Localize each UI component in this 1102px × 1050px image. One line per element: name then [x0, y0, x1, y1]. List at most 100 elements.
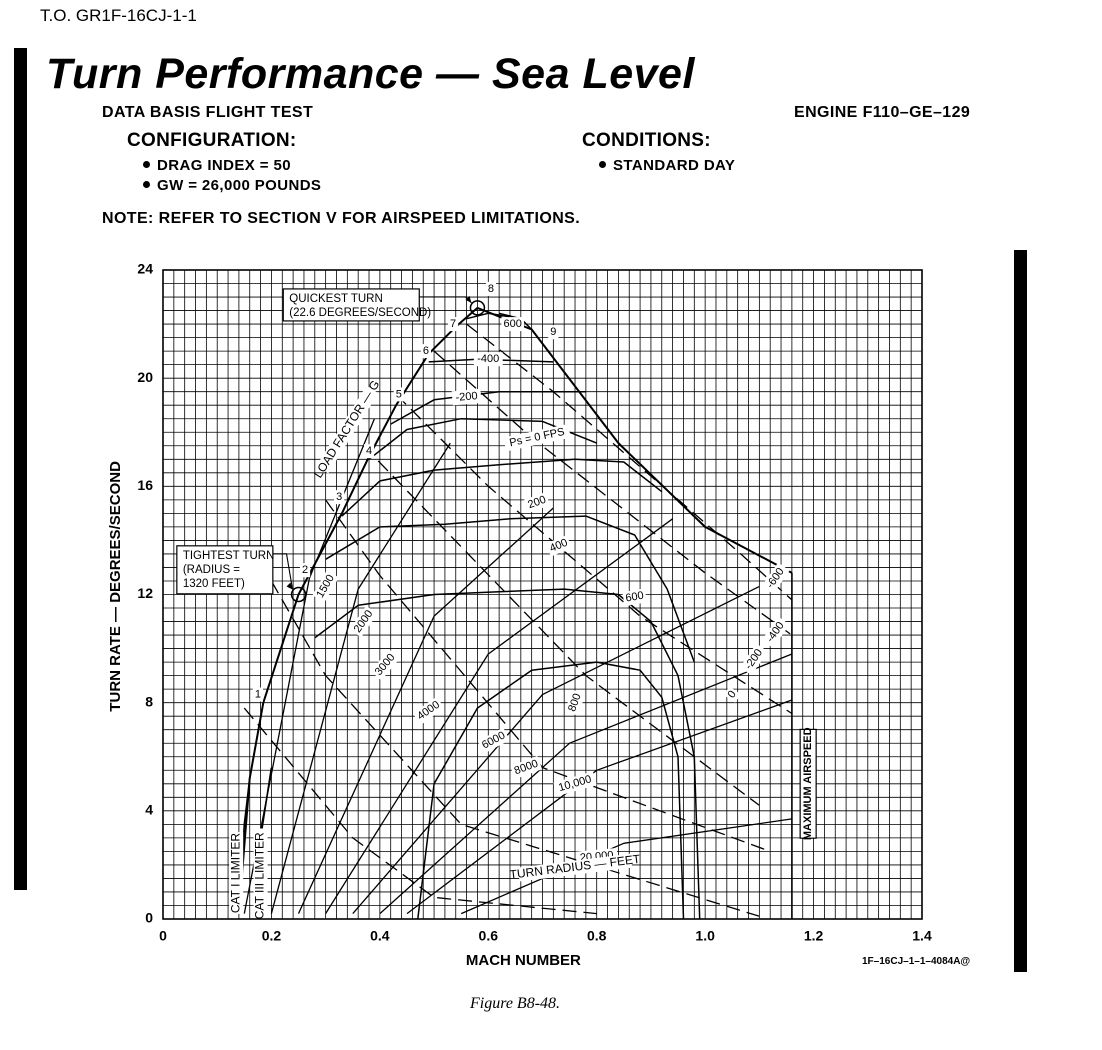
turn-radius-line [297, 507, 554, 914]
y-tick-label: 0 [145, 910, 153, 926]
x-tick-label: 1.4 [912, 928, 932, 944]
conditions-heading: CONDITIONS: [582, 130, 711, 151]
curve-label-background [485, 281, 497, 296]
condition-item-standard-day: STANDARD DAY [599, 157, 735, 174]
curve-label: 600 [504, 318, 522, 330]
y-tick-label: 8 [145, 693, 153, 709]
curve-label: 2 [302, 564, 308, 576]
curve-label-background [545, 535, 572, 557]
load-factor-axis-label: LOAD FACTOR — G [311, 378, 382, 481]
x-tick-label: 0 [159, 928, 167, 944]
left-margin-bar [14, 48, 27, 890]
annotation-text: (22.6 DEGREES/SECOND) [289, 307, 431, 319]
annotation-point-marker [469, 300, 486, 316]
condition-item-text: STANDARD DAY [613, 157, 736, 174]
data-basis: DATA BASIS FLIGHT TEST [102, 104, 314, 121]
max-airspeed-box [799, 728, 817, 839]
x-tick-label: 0.8 [587, 928, 607, 944]
y-tick-label: 4 [145, 802, 153, 818]
limiter-label: CAT III LIMITER [253, 832, 267, 919]
curve-label: 200 [526, 494, 547, 512]
curve-label-background [349, 605, 378, 638]
curve-label: -400 [477, 353, 499, 365]
dashed-constant-line [395, 393, 793, 715]
curve-label-background [761, 616, 790, 649]
curve-label-background [564, 689, 586, 716]
chart-annotations: QUICKEST TURN (22.6 DEGREES/SECOND) TIGHTE… [176, 288, 486, 603]
dashed-constant-line [270, 580, 760, 917]
curve-label-background [739, 643, 768, 676]
figure-code: 1F–16CJ–1–1–4084A@ [862, 956, 971, 967]
plot-frame [162, 269, 923, 920]
x-tick-label: 1.2 [804, 928, 824, 944]
annotation-point-marker [290, 586, 307, 603]
turn-radius-line [270, 442, 451, 914]
curve-label-background [447, 317, 459, 332]
curve-label-background [412, 696, 445, 725]
dashed-constant-line [466, 323, 793, 601]
page-title: Turn Performance — Sea Level [46, 50, 695, 98]
x-tick-label: 1.0 [695, 928, 715, 944]
curve-label-background [510, 756, 543, 780]
x-tick-label: 0.4 [370, 928, 390, 944]
dashed-constant-line [363, 445, 760, 806]
configuration-heading: CONFIGURATION: [127, 130, 297, 151]
turn-radius-line [325, 518, 673, 914]
curve-label: 8 [488, 283, 494, 295]
bullet-icon [143, 160, 150, 168]
bullet-icon [143, 180, 150, 188]
curve-label-background [524, 492, 551, 514]
curve-label: 800 [566, 692, 584, 713]
curve-label-background [501, 317, 524, 332]
curve-label-background [477, 727, 510, 754]
chart-curves [237, 306, 793, 920]
limiter-label-background [229, 832, 244, 914]
load-factor-segment [427, 326, 457, 355]
curve-label-background [252, 687, 263, 702]
x-tick-label: 0.6 [479, 928, 499, 944]
limiter-label: CAT I LIMITER [228, 833, 242, 914]
annotation-leader-line [419, 296, 472, 304]
annotation-leader-line [272, 553, 294, 590]
curve-label-background [363, 444, 375, 459]
config-item-text: GW = 26,000 POUNDS [157, 177, 322, 194]
curve-label: 3 [336, 491, 342, 503]
document-id: T.O. GR1F-16CJ-1-1 [40, 6, 197, 25]
ps-curve [314, 588, 701, 920]
max-airspeed-label: MAXIMUM AIRSPEED [802, 727, 814, 840]
annotation-box [282, 288, 420, 322]
curve-label-background [761, 562, 790, 595]
y-tick-label: 16 [137, 477, 153, 493]
load-factor-segment [455, 307, 479, 328]
curve-label-background [334, 490, 345, 505]
curve-label-background [553, 771, 597, 797]
curve-label: 5 [396, 388, 402, 400]
curve-label-background [503, 423, 571, 452]
curve-label-background [473, 352, 503, 367]
load-factor-segment [297, 512, 343, 595]
figure-caption: Figure B8-48. [469, 995, 561, 1012]
curve-label-background [548, 325, 559, 340]
dashed-constant-line [325, 499, 771, 853]
x-tick-label: 0.2 [262, 928, 282, 944]
curve-label: 9 [550, 326, 556, 338]
curve-label-background [622, 588, 648, 607]
annotation-text: QUICKEST TURN [289, 293, 383, 305]
x-axis-title: MACH NUMBER [466, 952, 581, 969]
curve-label: -200 [455, 390, 478, 404]
annotation-text: TIGHTEST TURN [183, 550, 275, 562]
right-margin-bar [1014, 250, 1027, 972]
config-item-drag-index: DRAG INDEX = 50 [143, 157, 291, 174]
config-item-text: DRAG INDEX = 50 [157, 157, 291, 174]
curve-label: 6 [423, 345, 429, 357]
turn-radius-line [379, 653, 793, 915]
curve-label-background [312, 570, 339, 603]
ps-curve [341, 458, 663, 517]
y-axis-title: TURN RATE — DEGREES/SECOND [107, 461, 124, 712]
annotation-arrowhead [465, 295, 472, 303]
load-factor-segment [340, 456, 370, 514]
ps-curve [325, 515, 696, 663]
curve-label: 1 [255, 688, 261, 700]
